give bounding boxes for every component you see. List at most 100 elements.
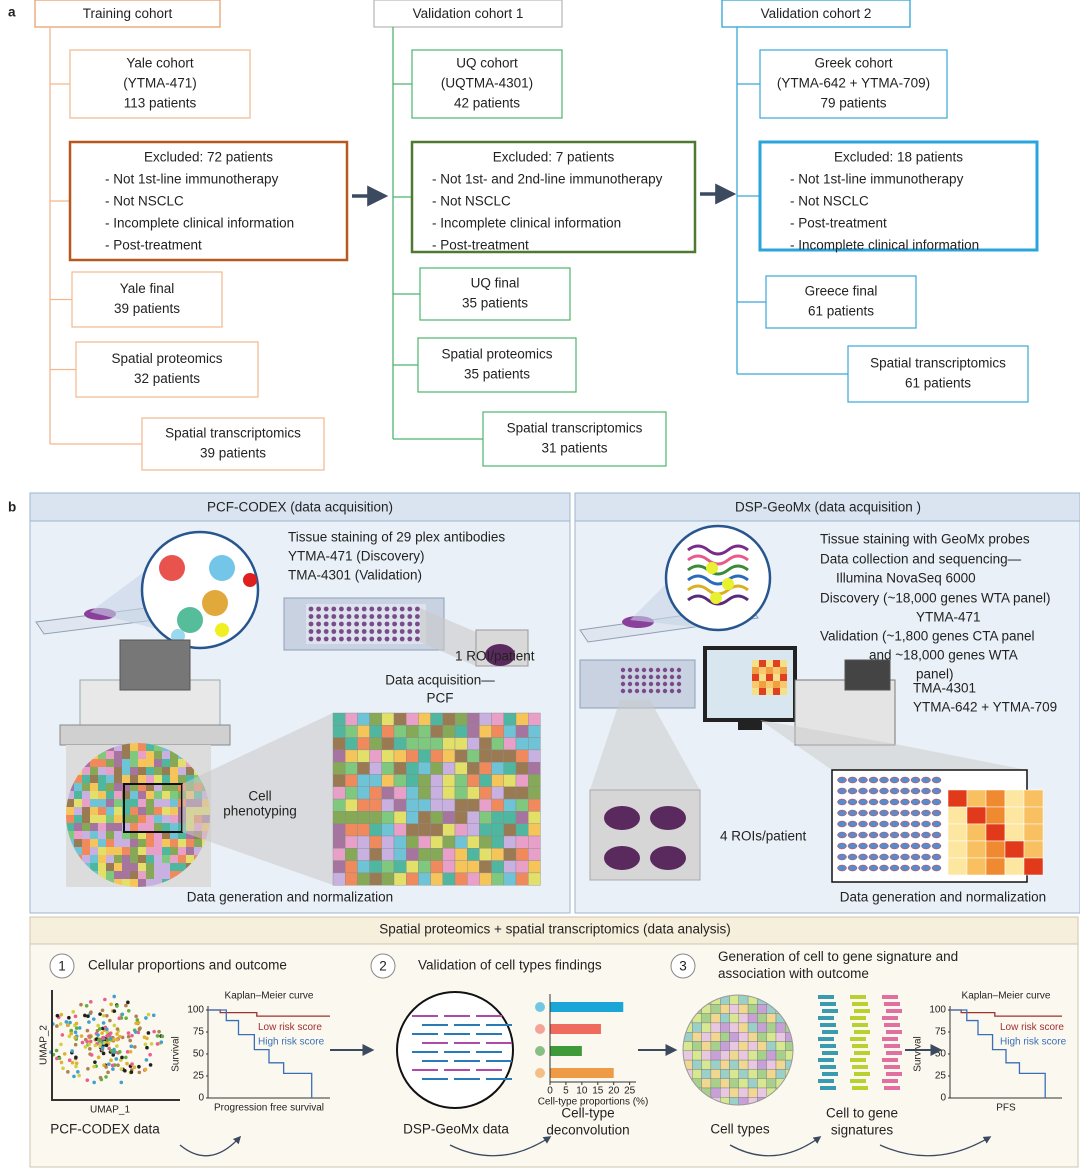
cell [692,1031,702,1042]
heat-cell [966,840,987,859]
umap-point [71,1010,76,1014]
umap-point [67,1015,71,1020]
phenotype-cell [406,798,419,812]
cell [757,1059,767,1070]
tissue-cell [122,799,130,807]
cell [775,1050,786,1061]
phenotype-cell [357,737,370,751]
phenotype-cell [381,860,395,874]
nucleus [879,776,889,784]
caption: signatures [831,1123,894,1138]
tissue-cell [122,791,130,799]
zoom-cone [182,713,333,885]
nucleus [847,809,858,817]
antigen [177,607,203,633]
tma-core [392,614,397,619]
tissue-cell [178,759,186,767]
heat-cell [1023,857,1044,876]
umap-point [126,1031,131,1035]
cell [710,1004,721,1014]
cell [720,1041,730,1052]
phenotype-cell [406,835,419,849]
tma-core [346,606,352,612]
tma-core [361,636,367,642]
excluded-item: - Post-treatment [105,238,202,253]
step-number: 3 [679,959,687,974]
tissue-cell [162,831,170,839]
nucleus [921,776,931,784]
antibody-circle [140,530,260,650]
heat-cell [759,681,766,688]
tma-core [377,614,382,619]
cohort-title-box [34,0,221,28]
tma-core [308,621,314,627]
phenotype-cell [467,872,480,886]
heat-cell [759,667,766,674]
umap-point [92,1064,96,1069]
phenotype-cell [467,749,480,763]
tma-core [384,614,390,619]
phenotype-cell [491,737,505,751]
heat-cell [966,857,987,876]
tissue-cell [162,759,170,767]
excluded-item: - Not NSCLC [105,194,184,209]
y-tick-label: 100 [187,1005,204,1016]
umap-point [126,1034,131,1039]
umap-point [146,1012,151,1017]
umap-point [88,1047,92,1051]
tissue-cell [122,871,130,879]
excluded-box [68,140,349,262]
cell-icon [535,1024,545,1034]
phenotype-cell [491,872,505,886]
nucleus [858,787,868,795]
phenotype-cell [430,798,444,812]
signature [852,1023,868,1027]
tissue-cell [114,743,122,751]
tissue-cell [82,783,90,791]
nucleus [900,842,910,850]
km-legend: Low risk score [1000,1022,1064,1033]
tissue-cell [106,783,114,791]
tissue-cell [170,759,178,767]
umap-axes [51,990,180,1101]
cell [710,1087,721,1098]
umap-point [135,1018,140,1022]
phenotype-cell [467,737,480,751]
step-circle [49,953,75,979]
phenotype-cell [393,786,407,800]
tissue-cell [106,815,114,823]
tissue-cell [90,823,98,831]
phenotype-cell [442,762,456,775]
phenotype-cell [418,823,431,837]
x-tick-label: 25 [624,1086,636,1097]
tissue-cell [98,847,106,855]
tissue-cell [162,791,170,799]
step-circle [370,953,396,979]
cell [766,1059,777,1070]
umap-point [86,1014,90,1019]
tma-core [648,667,654,673]
phenotype-cell [430,762,444,775]
cell [701,1022,712,1033]
tissue-cell [106,799,114,807]
phenotype-cell [369,872,383,886]
signature [886,1051,902,1055]
phenotype-cell [515,823,529,837]
tma-core [316,614,321,619]
tissue-cell [162,767,170,775]
cell [738,1059,749,1070]
cell [701,1059,712,1070]
umap-point [67,1034,72,1039]
phenotype-cell [467,725,480,738]
tissue-cell [66,799,74,807]
km-legend: High risk score [1000,1036,1067,1047]
tma-core [634,674,640,680]
tissue-cell [82,775,90,783]
heat-cell [773,660,780,667]
nucleus [921,853,931,861]
tissue-cell [90,775,98,783]
signature [886,1030,902,1034]
phenotype-cell [430,712,444,726]
phenotype-cell [406,872,419,886]
tissue-cell [130,783,138,791]
